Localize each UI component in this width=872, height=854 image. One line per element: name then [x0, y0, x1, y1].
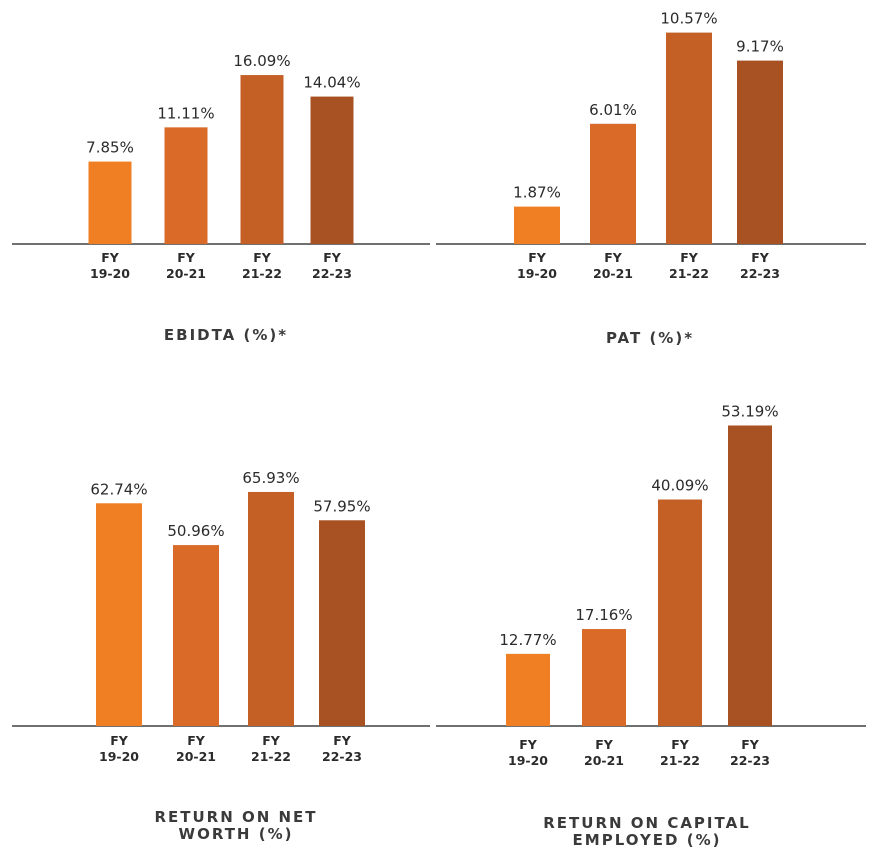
bar-1 [88, 161, 132, 244]
data-label-4: 53.19% [721, 402, 778, 420]
bar-3 [658, 499, 702, 726]
bar-2 [173, 545, 219, 726]
bar-2 [590, 123, 636, 244]
tick-label-1: FY 19-20 [517, 250, 557, 281]
bar-2 [164, 127, 208, 244]
data-label-4: 57.95% [313, 497, 370, 515]
tick-label-3: FY 21-22 [242, 250, 282, 281]
tick-label-2: FY 20-21 [584, 737, 624, 768]
bar-3 [248, 491, 294, 726]
data-label-2: 50.96% [167, 522, 224, 540]
bar-1 [96, 503, 142, 726]
chart-2: 1.87% FY 19-20 6.01% FY 20-21 10.57% FY 21-22 9.1… [436, 10, 866, 347]
bar-1 [506, 653, 550, 726]
data-label-1: 7.85% [86, 139, 134, 157]
data-label-2: 11.11% [157, 104, 214, 122]
bar-4 [310, 96, 354, 244]
tick-label-3: FY 21-22 [251, 733, 291, 764]
bar-4 [319, 520, 365, 726]
chart-1: 7.85% FY 19-20 11.11% FY 20-21 16.09% FY 21-22 14… [12, 52, 430, 344]
bar-4 [737, 60, 783, 244]
bar-1 [514, 206, 560, 244]
bar-2 [582, 629, 626, 726]
bar-3 [240, 75, 284, 245]
tick-label-4: FY 22-23 [730, 737, 770, 768]
chart-3: 62.74% FY 19-20 50.96% FY 20-21 65.93% FY 21-22 5… [12, 469, 430, 843]
data-label-3: 10.57% [660, 10, 717, 28]
tick-label-2: FY 20-21 [593, 250, 633, 281]
bar-3 [666, 32, 712, 244]
data-label-4: 14.04% [303, 74, 360, 92]
tick-label-4: FY 22-23 [322, 733, 362, 764]
tick-label-3: FY 21-22 [660, 737, 700, 768]
tick-label-2: FY 20-21 [176, 733, 216, 764]
tick-label-1: FY 19-20 [508, 737, 548, 768]
tick-label-4: FY 22-23 [740, 250, 780, 281]
data-label-1: 12.77% [499, 631, 556, 649]
tick-label-4: FY 22-23 [312, 250, 352, 281]
bar-4 [728, 425, 772, 726]
chart-title: RETURN ON NET WORTH (%) [154, 808, 317, 843]
data-label-1: 62.74% [90, 480, 147, 498]
data-label-3: 40.09% [651, 476, 708, 494]
chart-title: PAT (%)* [606, 329, 694, 347]
data-label-4: 9.17% [736, 38, 784, 56]
tick-label-3: FY 21-22 [669, 250, 709, 281]
data-label-3: 16.09% [233, 52, 290, 70]
data-label-2: 17.16% [575, 606, 632, 624]
tick-label-1: FY 19-20 [90, 250, 130, 281]
chart-4: 12.77% FY 19-20 17.16% FY 20-21 40.09% FY 21-22 5… [436, 402, 866, 849]
data-label-1: 1.87% [513, 184, 561, 202]
chart-title: RETURN ON CAPITAL EMPLOYED (%) [543, 814, 751, 849]
chart-title: EBIDTA (%)* [164, 326, 288, 344]
data-label-2: 6.01% [589, 101, 637, 119]
tick-label-1: FY 19-20 [99, 733, 139, 764]
tick-label-2: FY 20-21 [166, 250, 206, 281]
data-label-3: 65.93% [242, 469, 299, 487]
